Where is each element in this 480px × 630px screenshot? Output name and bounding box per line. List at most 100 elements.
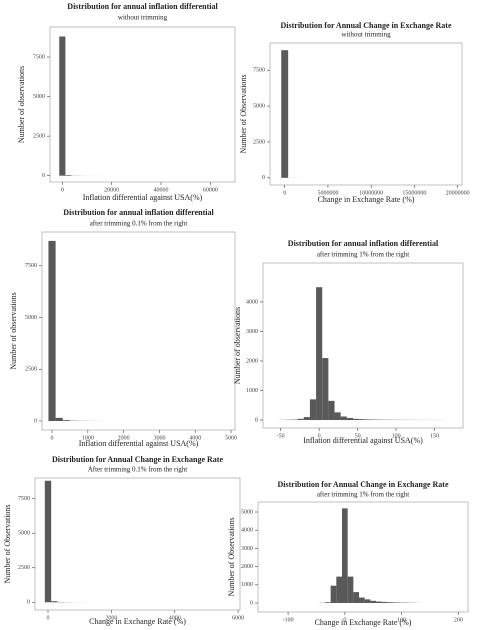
y-tick-label: 2000: [241, 564, 253, 570]
histogram-bar: [303, 417, 310, 421]
x-axis-label: Change in Exchange Rate (%): [318, 195, 415, 204]
x-tick-label: 100: [397, 617, 406, 623]
x-tick-label: 50: [355, 433, 361, 439]
x-tick-label: 5000000: [317, 190, 338, 196]
histogram-bar: [359, 597, 365, 603]
y-tick-label: 0: [27, 600, 30, 606]
x-axis-label: Inflation differential against USA(%): [79, 439, 199, 448]
histogram-bar: [347, 576, 354, 603]
y-tick-label: 3000: [241, 546, 253, 552]
y-tick-label: 5000: [25, 315, 37, 321]
histogram-bar: [346, 417, 353, 421]
x-tick-label: 40000: [154, 187, 169, 193]
histogram-bar: [59, 36, 66, 176]
histogram-bar: [393, 602, 399, 603]
y-tick-label: 3000: [246, 329, 258, 335]
y-tick-label: 7500: [33, 54, 45, 60]
histogram-bar: [353, 592, 360, 603]
plot-frame: [262, 262, 464, 429]
x-axis-label: Inflation differential against USA(%): [303, 436, 423, 445]
x-tick-label: 2000: [105, 615, 117, 621]
y-axis-label: Number of observations: [17, 66, 26, 143]
y-tick-label: 2500: [33, 134, 45, 140]
histogram-bar: [48, 240, 56, 421]
x-axis-label: Change in Exchange Rate (%): [315, 618, 412, 627]
histogram-bar: [387, 602, 394, 603]
chart-title: Distribution for Annual Change in Exchan…: [52, 455, 223, 464]
y-tick-label: 2000: [246, 358, 258, 364]
y-tick-label: 0: [34, 418, 37, 424]
histogram-bar: [340, 416, 347, 421]
y-tick-label: 4000: [241, 528, 253, 534]
x-tick-label: 200: [454, 617, 463, 623]
histogram-bar: [336, 576, 342, 603]
x-tick-label: 0: [318, 433, 321, 439]
y-tick-label: 0: [250, 600, 253, 606]
y-tick-label: 0: [255, 417, 258, 423]
histogram-bar: [322, 358, 329, 421]
histogram-bar: [359, 419, 366, 421]
x-tick-label: 0: [51, 435, 54, 441]
histogram-bar: [381, 601, 388, 603]
histogram-bar: [44, 480, 52, 603]
x-tick-label: 0: [46, 615, 49, 621]
x-tick-label: 4000: [169, 615, 181, 621]
chart-title: Distribution for annual inflation differ…: [63, 208, 214, 217]
y-tick-label: 4000: [246, 299, 258, 305]
x-tick-label: 3000: [153, 435, 165, 441]
x-tick-label: 15000000: [402, 190, 426, 196]
histogram-bar: [328, 400, 335, 421]
plot-frame: [34, 477, 241, 611]
histogram-bar: [297, 418, 304, 421]
chart-title: Distribution for Annual Change in Exchan…: [281, 21, 452, 30]
histogram-bar: [330, 585, 337, 603]
y-tick-label: 0: [42, 173, 45, 179]
y-axis-label: Number of observations: [9, 292, 18, 369]
histogram-bar: [65, 175, 72, 176]
y-tick-label: 2500: [25, 367, 37, 373]
histogram-bar: [55, 417, 63, 421]
y-axis-label: Number of observations: [233, 307, 242, 384]
histogram-bar: [309, 399, 317, 421]
histogram-bar: [51, 601, 58, 603]
histogram-bar: [370, 600, 377, 603]
histogram-bar: [62, 420, 70, 421]
y-axis-label: Number of Observations: [239, 74, 248, 153]
x-tick-label: -100: [283, 617, 294, 623]
x-tick-label: 100: [392, 433, 401, 439]
y-tick-label: 7500: [18, 496, 30, 502]
x-tick-label: 5000: [225, 435, 237, 441]
y-axis-label: Number of Observations: [227, 517, 236, 596]
y-tick-label: 5000: [33, 94, 45, 100]
histogram-bar: [316, 287, 323, 421]
histogram-bar: [342, 508, 348, 603]
x-tick-label: 10000000: [359, 190, 383, 196]
chart-title: Distribution for annual inflation differ…: [67, 2, 218, 11]
y-tick-label: 5000: [253, 103, 265, 109]
plot-frame: [257, 501, 469, 613]
x-tick-label: 20000000: [446, 190, 470, 196]
histogram-bar: [281, 50, 289, 178]
y-tick-label: 0: [262, 175, 265, 181]
y-tick-label: 1000: [241, 582, 253, 588]
x-axis-label: Change in Exchange Rate (%): [89, 617, 186, 626]
histogram-bar: [324, 602, 331, 603]
x-tick-label: 4000: [189, 435, 201, 441]
x-tick-label: 1000: [82, 435, 94, 441]
y-tick-label: 1000: [246, 388, 258, 394]
y-tick-label: 2500: [18, 565, 30, 571]
plot-frame: [269, 42, 463, 186]
y-tick-label: 5000: [241, 509, 253, 515]
chart-subtitle: without trimming: [118, 14, 168, 22]
chart-subtitle: after trimming 1% from the right: [317, 251, 409, 259]
x-tick-label: 60000: [203, 187, 218, 193]
histogram-bar: [365, 419, 372, 421]
x-tick-label: 0: [283, 190, 286, 196]
histogram-bar: [334, 412, 341, 421]
chart-subtitle: after trimming 1% from the right: [317, 491, 409, 499]
y-tick-label: 7500: [253, 68, 265, 74]
histogram-bar: [364, 599, 371, 603]
x-tick-label: 0: [343, 617, 346, 623]
x-tick-label: -50: [277, 433, 285, 439]
histogram-bar: [376, 601, 382, 603]
